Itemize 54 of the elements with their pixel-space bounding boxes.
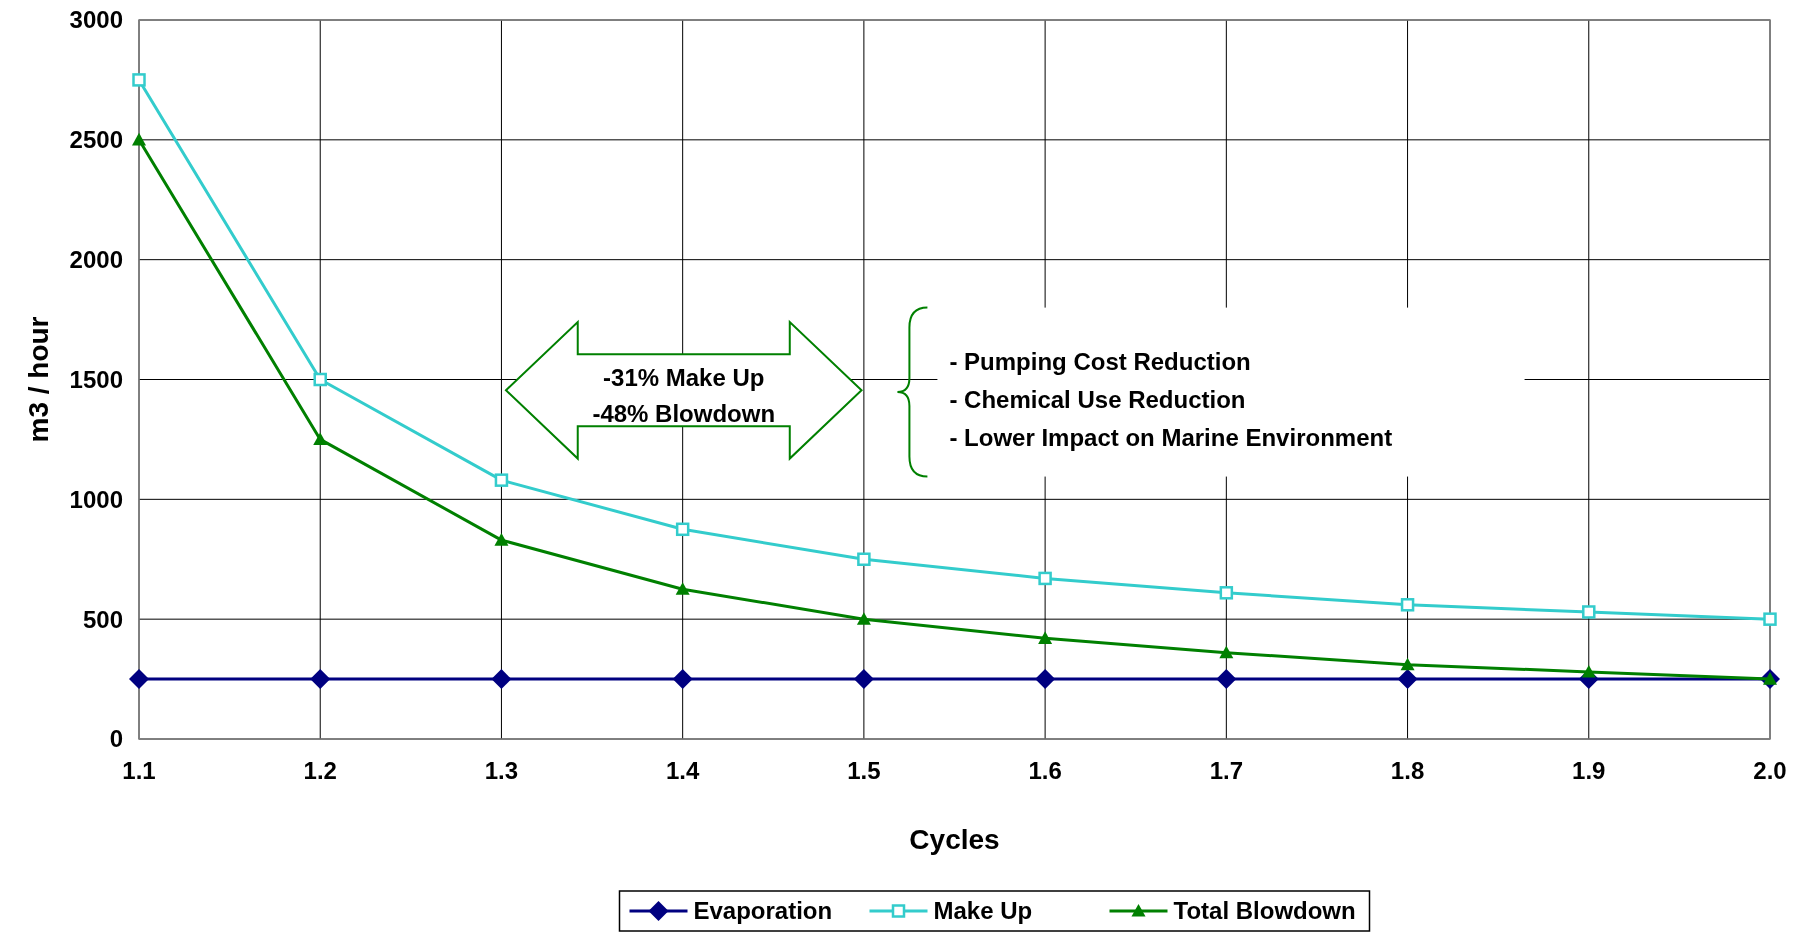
- point: [675, 582, 690, 595]
- y-tick-label: 0: [109, 725, 123, 753]
- x-tick-label: 1.1: [122, 757, 156, 784]
- x-tick-label: 2.0: [1753, 757, 1787, 784]
- point: [310, 669, 331, 690]
- x-tick-label: 1.6: [1028, 757, 1062, 784]
- point: [1763, 612, 1777, 626]
- x-tick-label: 1.8: [1390, 757, 1425, 784]
- annotation: -48% Blowdown: [592, 400, 776, 428]
- point: [1219, 586, 1234, 600]
- x-axis-title: Cycles: [909, 824, 1000, 855]
- y-tick-label: 3000: [69, 6, 123, 34]
- annotation: -31% Make Up: [603, 364, 765, 392]
- point: [1035, 669, 1056, 690]
- point: [491, 669, 512, 690]
- point: [1400, 657, 1415, 671]
- point: [1038, 571, 1052, 586]
- point: [856, 612, 871, 625]
- point: [672, 669, 693, 690]
- legend-label: Total Blowdown: [1173, 897, 1356, 925]
- legend-label: Make Up: [933, 897, 1033, 925]
- point: [1038, 631, 1053, 644]
- point: [853, 669, 874, 690]
- y-tick-label: 1000: [69, 485, 123, 513]
- x-tick-label: 1.2: [303, 757, 337, 784]
- point: [313, 432, 328, 446]
- point: [132, 73, 146, 87]
- annotation: - Lower Impact on Marine Environment: [949, 423, 1393, 451]
- y-tick-label: 2000: [69, 246, 123, 274]
- x-tick-label: 1.5: [847, 757, 881, 784]
- y-tick-label: 1500: [69, 365, 123, 393]
- point: [1216, 669, 1237, 690]
- point: [129, 669, 149, 690]
- point: [494, 533, 509, 546]
- x-tick-label: 1.9: [1572, 757, 1606, 784]
- annotation: - Pumping Cost Reduction: [949, 347, 1251, 375]
- annotation: - Chemical Use Reduction: [949, 385, 1246, 413]
- point: [1581, 664, 1596, 678]
- y-axis-title: m3 / hour: [23, 316, 54, 443]
- point: [675, 522, 690, 537]
- x-tick-label: 1.4: [665, 757, 700, 784]
- point: [1400, 598, 1415, 612]
- point: [494, 473, 509, 487]
- legend-label: Evaporation: [693, 897, 833, 925]
- point: [313, 372, 327, 387]
- y-tick-label: 500: [82, 605, 123, 633]
- point: [1219, 645, 1234, 659]
- point: [857, 552, 871, 566]
- x-tick-label: 1.3: [484, 757, 519, 784]
- point: [1582, 605, 1596, 619]
- y-tick-label: 2500: [69, 126, 123, 154]
- point: [1397, 669, 1418, 690]
- point: [132, 132, 146, 146]
- x-tick-label: 1.7: [1209, 757, 1244, 784]
